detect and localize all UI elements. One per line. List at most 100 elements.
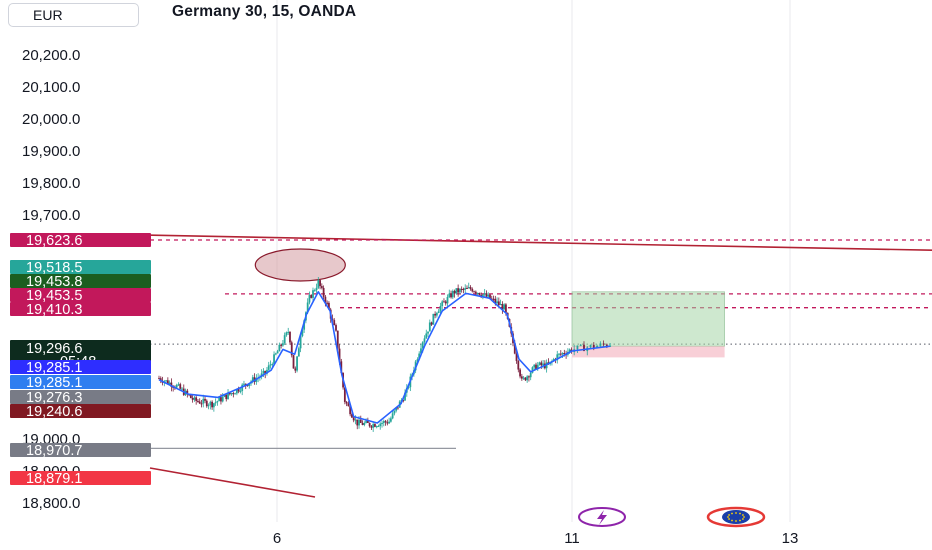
candle-body [191, 398, 194, 400]
candle-body [303, 320, 306, 330]
candle-body [306, 302, 309, 313]
candle-body [381, 422, 383, 424]
price-label-badge [10, 274, 151, 288]
candle-body [450, 293, 452, 298]
price-label-badge [10, 390, 151, 404]
candle-body [271, 364, 274, 366]
candle-body [324, 296, 327, 303]
candle-body [407, 387, 410, 389]
candle-body [343, 387, 346, 402]
candle-body [276, 351, 279, 354]
candle-body [312, 290, 314, 298]
candle-body [389, 418, 392, 422]
candle-body [177, 384, 180, 386]
price-axis[interactable]: 20,200.0 20,100.0 20,000.0 19,900.0 19,800.0… [22, 47, 80, 512]
moving-average-line [158, 290, 611, 424]
price-label-badge [10, 404, 151, 418]
candle-body [285, 332, 288, 336]
candle-body [520, 376, 523, 379]
candle-body [435, 313, 438, 316]
currency-label: EUR [33, 7, 63, 23]
price-label-badge [10, 260, 151, 274]
candle-body [439, 306, 442, 312]
candle-body [448, 293, 451, 298]
candle-body [193, 397, 196, 400]
candle-body [228, 392, 231, 395]
candle-body [579, 344, 582, 346]
candle-body [437, 311, 440, 314]
candle-body [368, 422, 371, 427]
price-label-text: 19,240.6 [26, 404, 82, 420]
candle-body [320, 286, 323, 288]
candle-body [513, 343, 516, 354]
y-tick-label: 19,700.0 [22, 207, 80, 224]
candle-body [186, 390, 189, 395]
candle-body [441, 301, 444, 307]
y-tick-label: 19,900.0 [22, 143, 80, 160]
candle-body [402, 400, 405, 402]
candle-body [221, 396, 224, 402]
eu-flag-icon-star [742, 514, 744, 516]
candle-body [568, 349, 571, 352]
candle-body [384, 421, 387, 423]
candle-body [351, 414, 353, 418]
candle-body [561, 353, 564, 355]
candle-body [274, 353, 277, 355]
candle-body [395, 407, 398, 411]
y-tick-label: 20,200.0 [22, 47, 80, 64]
candle-body [209, 401, 212, 406]
candle-body [460, 288, 463, 290]
candle-body [489, 294, 491, 299]
candle-body [214, 402, 217, 404]
candle-body [202, 398, 205, 404]
lightning-icon-bolt [597, 510, 607, 525]
eu-flag-icon-star [727, 516, 729, 518]
candle-body [556, 354, 559, 361]
candle-body [420, 348, 422, 354]
candle-body [497, 301, 500, 306]
candle-body [386, 422, 389, 424]
candle-body [230, 393, 233, 395]
candle-body [241, 384, 244, 391]
currency-selector[interactable]: EUR [8, 3, 139, 27]
eu-flag-icon-star [735, 512, 737, 514]
candle-body [232, 393, 235, 395]
candle-body [499, 304, 502, 306]
candle-body [269, 364, 272, 366]
candle-body [503, 304, 506, 310]
candle-body [423, 338, 426, 343]
candle-body [605, 344, 608, 347]
price-label-badge [10, 288, 151, 302]
candle-body [336, 330, 339, 349]
candle-body [216, 401, 219, 403]
candle-body [225, 394, 228, 400]
candle-body [599, 343, 602, 346]
event-icons[interactable] [578, 506, 766, 528]
candle-body [490, 298, 493, 300]
time-axis[interactable]: 6 11 13 [273, 530, 799, 547]
candle-body [391, 413, 394, 419]
candle-body [559, 353, 562, 355]
candle-body [331, 318, 334, 321]
grid-lines [276, 0, 791, 522]
candle-body [393, 410, 396, 414]
price-series [158, 276, 612, 432]
candle-body [609, 345, 612, 347]
price-labels: 19,623.6 19,518.519,453.819,453.519,410.3… [10, 233, 151, 487]
candle-body [282, 343, 284, 346]
candle-body [374, 424, 376, 427]
candle-body [469, 287, 472, 290]
candle-body [589, 344, 592, 348]
candle-body [444, 301, 447, 304]
candle-body [280, 344, 283, 346]
candle-body [328, 302, 330, 310]
candle-body [476, 292, 479, 294]
candle-body [248, 383, 251, 386]
candle-body [204, 398, 206, 401]
candle-body [189, 395, 192, 399]
eu-flag-icon-star [742, 518, 744, 520]
eu-flag-icon-star [728, 518, 730, 520]
candle-body [366, 420, 369, 423]
candle-body [365, 420, 367, 423]
